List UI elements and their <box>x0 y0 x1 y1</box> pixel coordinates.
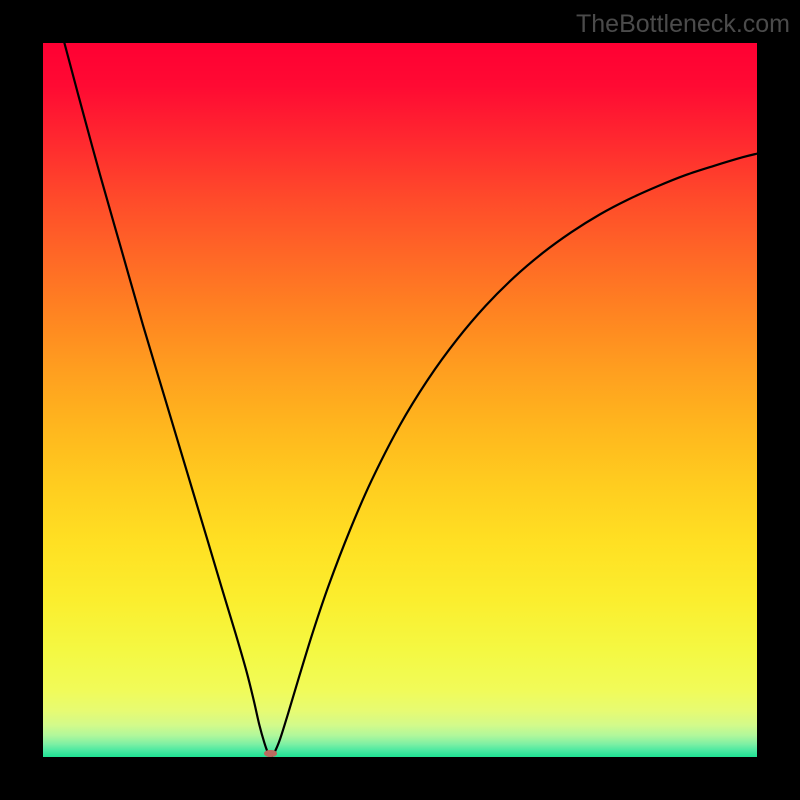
bottleneck-curve <box>43 43 757 757</box>
plot-area <box>43 43 757 757</box>
optimum-marker <box>264 750 277 758</box>
curve-path <box>64 43 757 757</box>
watermark-text: TheBottleneck.com <box>576 10 790 39</box>
